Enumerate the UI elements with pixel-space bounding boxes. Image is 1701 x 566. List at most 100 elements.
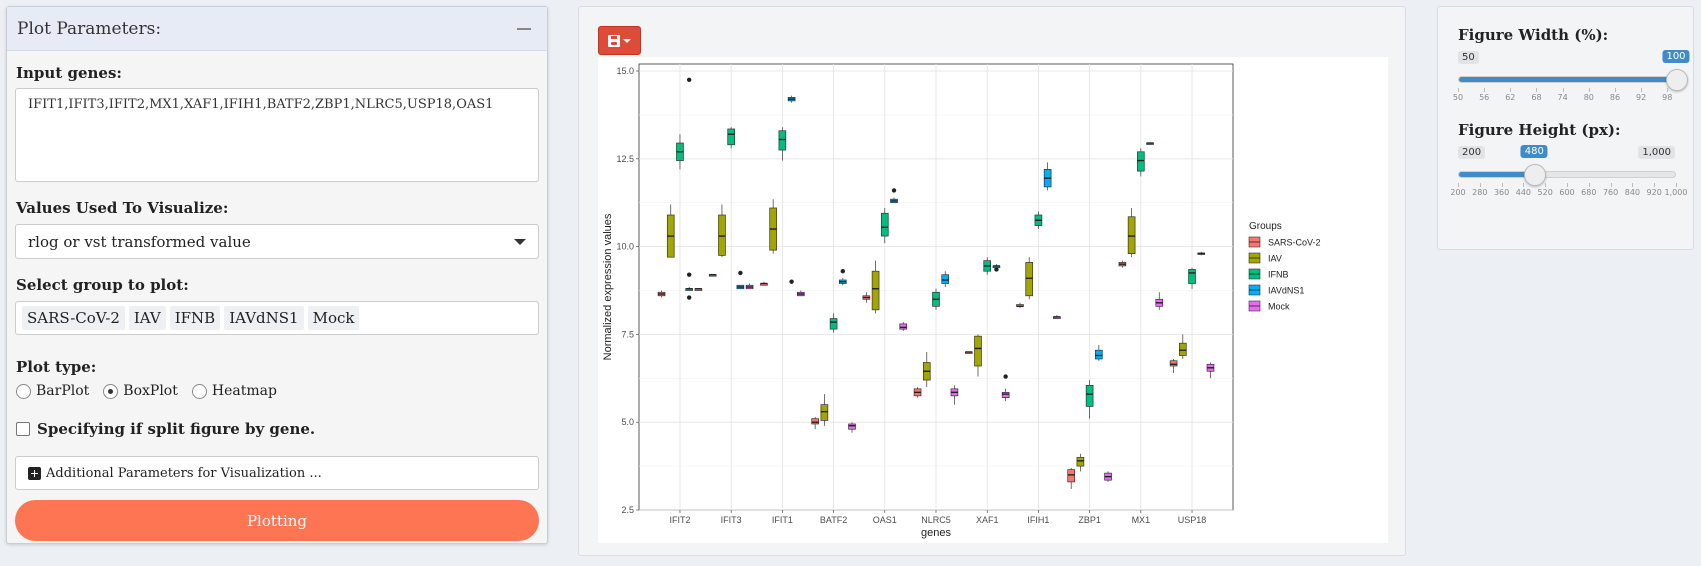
outlier-point [686,77,692,83]
group-multiselect[interactable]: SARS-CoV-2 IAV IFNB IAVdNS1 Mock [15,301,539,335]
outlier-point [840,268,846,274]
radio-boxplot[interactable]: BoxPlot [103,383,178,399]
split-checkbox[interactable] [16,422,30,436]
radio-heatmap[interactable]: Heatmap [191,383,277,399]
y-tick-label: 7.5 [621,329,634,339]
y-tick-label: 12.5 [616,154,634,164]
width-current-value: 100 [1662,50,1690,63]
outlier-point [1003,374,1008,379]
slider-tick-mark [1588,88,1590,92]
slider-handle[interactable] [1666,69,1688,91]
group-tag[interactable]: IAVdNS1 [224,306,304,330]
slider-ticks: 50 56 62 68 74 80 86 92 98 [1453,88,1676,108]
height-max-label: 1,000 [1638,146,1675,159]
slider-tick-label: 62 [1505,93,1516,102]
boxplot-chart: 2.5 5.0 7.5 10.0 12.5 15.0 IFIT2 IFIT3 IFIT1 BATF… [598,57,1388,543]
slider-ticks: 200 280 360 440 520 600 680 760 840 920 1,000 [1450,183,1687,203]
floppy-disk-icon [608,34,620,47]
slider-fill [1459,172,1536,177]
box [811,418,819,425]
figure-width-label: Figure Width (%): [1458,26,1609,44]
box [1169,360,1178,367]
slider-tick-mark [1641,88,1643,92]
slider-tick-mark [1676,183,1677,187]
slider-tick-label: 520 [1537,188,1553,197]
radio-barplot[interactable]: BarPlot [16,383,89,399]
slider-tick-mark [1458,88,1459,92]
slider-tick-label: 56 [1479,93,1490,102]
box [848,423,856,430]
slider-tick-label: 760 [1602,188,1619,197]
outlier-point [686,295,692,300]
radio-circle[interactable] [16,383,31,399]
x-tick-label: IFIT1 [772,515,793,525]
values-label: Values Used To Visualize: [16,199,229,217]
x-tick-label: IFIT3 [721,515,742,525]
group-tag[interactable]: IFNB [169,306,221,330]
slider-tick-label: 74 [1557,93,1568,102]
box [1127,216,1136,254]
slider-tick-label: 440 [1515,188,1532,197]
group-tag[interactable]: IAV [128,306,166,330]
box [778,130,787,151]
slider-tick-mark [1614,88,1616,92]
slider-tick-mark [1610,183,1612,187]
height-min-label: 200 [1458,146,1486,159]
x-tick-label: USP18 [1178,515,1207,525]
split-label: Specifying if split figure by gene. [37,420,316,438]
box [1067,469,1075,483]
x-tick-label: IFIT2 [669,515,690,525]
legend-title: Groups [1249,221,1282,232]
slider-tick-label: 80 [1583,93,1594,102]
slider-handle[interactable] [1524,164,1547,186]
save-dropdown-button[interactable] [598,26,641,55]
box [829,318,838,330]
values-select[interactable]: rlog or vst transformed value [15,224,539,259]
figure-height-slider[interactable] [1458,164,1676,186]
figure-size-panel: Figure Width (%): 50 100 50 56 62 68 74 80 86 9… [1437,6,1694,250]
outlier-point [789,279,794,284]
plot-output-panel: 2.5 5.0 7.5 10.0 12.5 15.0 IFIT2 IFIT3 IFIT1 BATF… [578,6,1406,556]
radio-circle[interactable] [103,383,119,399]
plot-parameters-panel: Plot Parameters: Input genes: Values Use… [6,6,548,544]
box [718,214,726,256]
slider-tick-mark [1667,88,1669,92]
slider-tick-mark [1632,183,1634,187]
caret-down-icon [623,38,631,43]
y-tick-label: 2.5 [621,505,634,515]
slider-tick-mark [1458,183,1459,187]
group-label: Select group to plot: [16,276,189,294]
panel-header: Plot Parameters: [7,7,547,51]
slider-tick-mark [1562,88,1564,92]
x-axis-title: genes [921,527,951,539]
group-tag[interactable]: SARS-CoV-2 [22,306,125,330]
box [1137,151,1145,172]
collapse-minus-icon[interactable] [517,27,531,30]
split-figure-option[interactable]: Specifying if split figure by gene. [16,420,315,438]
slider-tick-mark [1501,183,1503,187]
slider-tick-label: 200 [1450,188,1466,197]
figure-height-label: Figure Height (px): [1458,121,1621,139]
box [1095,349,1103,360]
height-current-value: 480 [1520,145,1548,158]
slider-tick-mark [1484,88,1486,92]
box [899,323,908,330]
input-genes-textarea[interactable] [15,88,539,182]
slider-tick-label: 600 [1559,188,1575,197]
slider-tick-label: 360 [1493,188,1510,197]
group-tag[interactable]: Mock [307,306,360,330]
outlier-point [994,267,999,272]
plot-type-radio-group: BarPlot BoxPlot Heatmap [16,383,277,399]
box [871,270,880,311]
box [1076,456,1085,467]
panel-title: Plot Parameters: [17,18,162,39]
figure-width-slider[interactable] [1458,69,1688,91]
additional-params-toggle[interactable]: Additional Parameters for Visualization … [15,456,539,490]
plotting-button[interactable]: Plotting [15,500,539,541]
slider-tick-mark [1588,183,1590,187]
slider-tick-label: 68 [1531,93,1542,102]
values-select-value: rlog or vst transformed value [28,232,251,251]
x-tick-label: IFIH1 [1027,515,1049,525]
radio-circle[interactable] [191,383,207,399]
y-tick-label: 15.0 [616,66,634,76]
